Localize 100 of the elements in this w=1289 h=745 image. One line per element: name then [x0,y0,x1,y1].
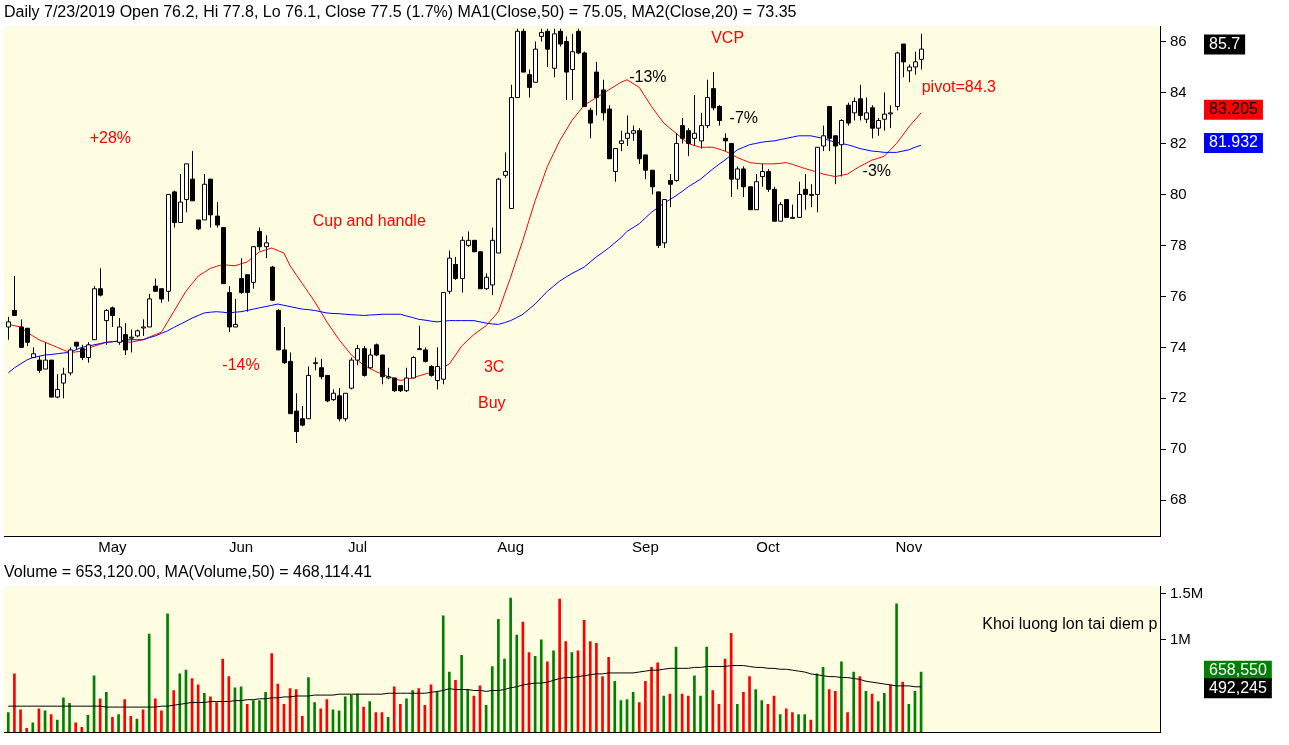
bar [129,715,133,732]
bar [74,722,78,732]
bar [343,696,347,732]
bar [760,700,764,732]
bar [840,661,843,732]
annotation: 3C [483,357,505,375]
bar [613,680,617,732]
y-tick-label: 78 [1170,235,1187,253]
y-tick-label: 84 [1170,82,1187,100]
annotation: VCP [711,29,745,47]
text: 81.932 [1209,133,1259,151]
bar [754,689,758,732]
bar [588,641,592,732]
x-tick-label: Nov [895,538,923,556]
y-tick-label: 72 [1170,388,1187,406]
chart-title: Volume = 653,120.00, MA(Volume,50) = 468,114.41 [4,563,373,581]
annotation: +28% [89,128,132,146]
bar [178,673,182,732]
bar [711,690,715,732]
bar [693,675,696,732]
bar [466,689,470,732]
bar [245,703,249,732]
annotation: Cup and handle [312,212,426,230]
annotation: Buy [478,393,506,411]
bar [791,712,794,732]
bar [417,688,421,732]
bar [356,693,359,732]
y-tick-label: 1M [1170,629,1191,647]
bar [662,695,666,732]
x-tick-label: Jul [347,538,368,556]
bar [699,695,702,732]
bar [889,684,892,732]
bar [209,696,212,732]
bar [172,690,176,732]
text: Khoi luong lon tai diem p [982,614,1158,632]
bar [307,677,310,732]
bar [876,701,880,732]
bar [454,679,457,732]
bar [392,686,396,732]
bar [637,702,641,732]
bar [705,646,708,732]
candlestick [619,130,624,152]
bar [405,698,408,732]
text: 85.7 [1209,34,1241,52]
bar [227,676,231,732]
bar [546,661,549,732]
x-tick-label: May [98,538,128,556]
bar [607,656,610,732]
x-tick-label: Sep [632,538,659,556]
bar [160,710,163,732]
bar [827,689,831,732]
annotation: -3% [862,161,892,179]
bar [490,666,494,732]
bar [319,708,323,732]
bar [252,700,255,732]
bar [264,691,267,732]
bar [686,695,690,732]
annotation: pivot=84.3 [921,77,997,95]
bar [270,653,274,732]
x-tick-label: Oct [756,538,781,556]
bar [49,714,53,732]
bar [895,603,898,732]
bar [748,676,751,732]
bar [833,691,837,732]
bar [858,676,862,732]
bar [166,613,169,732]
bar [362,706,365,732]
annotation: -14% [222,355,260,373]
bar [656,662,659,732]
bar [202,692,206,732]
bar [147,633,151,732]
text: 83.205 [1209,100,1259,118]
y-tick-label: 74 [1170,337,1187,355]
bar [595,643,598,732]
bar [215,702,218,732]
bar [313,702,316,732]
bar [98,698,102,732]
bar [117,714,120,732]
bar [448,671,451,732]
chart-title: Daily 7/23/2019 Open 76.2, Hi 77.8, Lo 76.1, Close 77.5 (1.7%) MA1(Close,50) = 75.05, MA2(Close,20) = 73.35 [4,3,797,21]
bar [729,632,733,732]
bar [294,689,298,732]
bar [539,639,543,732]
bar [803,714,807,732]
bar [221,658,225,732]
bar [509,597,512,732]
bar [601,676,604,732]
bar [62,697,65,732]
bar [411,690,414,732]
annotation: -13% [629,68,667,86]
bar [13,673,16,732]
text: 492,245 [1209,678,1267,696]
y-tick-label: 80 [1170,184,1187,202]
bar [258,700,261,732]
bar [882,692,886,732]
bar [6,712,10,732]
y-tick-label: 86 [1170,31,1187,49]
bar [153,698,157,732]
bar [846,712,849,732]
bar [735,703,739,732]
